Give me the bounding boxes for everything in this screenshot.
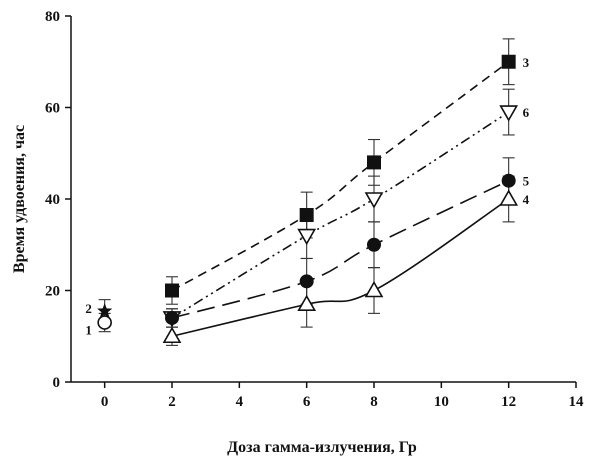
x-tick-label: 6 xyxy=(303,394,311,410)
y-tick-label: 0 xyxy=(53,375,61,391)
data-point-series-3 xyxy=(299,208,314,223)
series-label-2: 2 xyxy=(85,301,92,316)
data-point-series-6 xyxy=(499,105,519,122)
data-point-series-6 xyxy=(364,192,384,209)
x-axis-title: Доза гамма-излучения, Гр xyxy=(227,439,417,456)
data-point-series-5 xyxy=(501,173,516,188)
data-point-series-4 xyxy=(499,189,519,206)
x-tick-label: 12 xyxy=(501,394,516,410)
data-point-control-1 xyxy=(97,315,112,330)
series-label-3: 3 xyxy=(523,55,530,70)
x-tick-label: 2 xyxy=(168,394,176,410)
x-tick-label: 4 xyxy=(236,394,244,410)
data-point-series-6 xyxy=(297,228,317,246)
data-point-series-4 xyxy=(364,280,384,298)
y-tick-label: 20 xyxy=(45,284,60,300)
series-label-4: 4 xyxy=(523,192,530,207)
data-point-series-3 xyxy=(501,54,516,69)
data-point-series-5 xyxy=(367,237,381,252)
data-point-series-4 xyxy=(297,294,317,312)
x-tick-label: 8 xyxy=(370,394,378,410)
series-label-6: 6 xyxy=(523,105,530,120)
data-point-series-3 xyxy=(165,283,179,298)
series-line-5 xyxy=(171,179,510,319)
data-point-series-5 xyxy=(299,274,314,289)
data-point-series-3 xyxy=(367,155,381,170)
data-point-series-5 xyxy=(165,310,179,325)
x-tick-label: 14 xyxy=(569,394,585,410)
data-point-series-4 xyxy=(162,326,182,344)
y-tick-label: 60 xyxy=(45,101,60,117)
y-axis-title: Время удвоения, час xyxy=(11,125,28,273)
x-tick-label: 10 xyxy=(434,394,449,410)
series-label-5: 5 xyxy=(523,174,530,189)
series-line-6 xyxy=(171,111,510,319)
data-point-control-2 xyxy=(97,303,113,318)
series-label-1: 1 xyxy=(85,323,92,338)
x-tick-label: 0 xyxy=(101,394,109,410)
series-line-4 xyxy=(171,198,510,338)
y-tick-label: 80 xyxy=(45,9,60,25)
series-line-3 xyxy=(171,61,510,292)
y-tick-label: 40 xyxy=(45,192,60,208)
